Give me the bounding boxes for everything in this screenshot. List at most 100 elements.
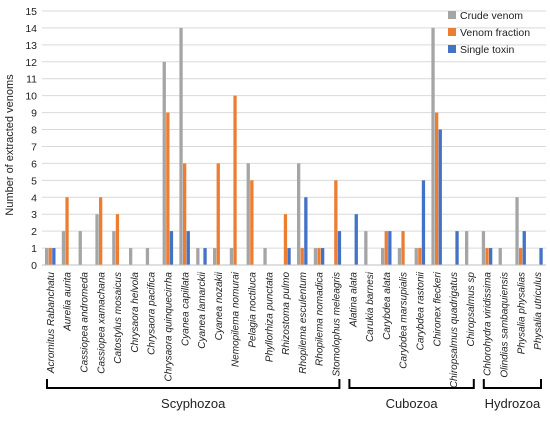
x-tick-label: Cyanea capillata — [180, 272, 191, 346]
x-tick-label: Phyllorhiza punctata — [264, 272, 275, 362]
x-tick-label: Carybdea alata — [382, 272, 393, 340]
y-tick-label: 7 — [31, 141, 37, 153]
x-tick-label: Cyanea lamarckii — [197, 271, 208, 348]
bar — [61, 231, 66, 265]
bar — [52, 248, 56, 265]
x-tick-label: Physalia physalias — [516, 272, 527, 354]
y-tick-label: 6 — [31, 158, 37, 170]
y-tick-label: 9 — [31, 108, 37, 120]
bar — [397, 248, 402, 265]
legend-label: Single toxin — [460, 44, 514, 56]
bar — [300, 248, 304, 265]
x-tick-label: Chiropsalmus quadrigatus — [449, 272, 460, 388]
bar — [283, 214, 288, 265]
bar — [179, 27, 183, 266]
bar — [435, 112, 439, 265]
x-tick-label: Stomolophus meleagris — [332, 272, 343, 377]
y-tick-label: 15 — [25, 6, 37, 18]
y-tick-label: 5 — [31, 175, 37, 187]
x-tick-label: Physalia utriculus — [533, 272, 544, 350]
bar — [229, 248, 234, 265]
x-tick-label: Carybdea rastonii — [416, 271, 427, 350]
bar — [186, 231, 190, 265]
bar — [421, 180, 426, 265]
bar — [414, 248, 418, 265]
bar — [354, 214, 358, 265]
y-tick-label: 4 — [31, 192, 37, 204]
x-tick-label: Cassiopea xamachana — [96, 272, 107, 374]
x-tick-label: Chiropsalmus sp — [466, 272, 477, 347]
bar — [95, 214, 99, 265]
bars — [45, 27, 543, 266]
bar — [313, 248, 318, 265]
x-tick-label: Olindias sambaquiensis — [500, 272, 511, 378]
legend-label: Crude venom — [460, 10, 523, 22]
bar — [45, 248, 49, 265]
x-tick-label: Chlorohydra viridissima — [483, 272, 494, 376]
y-tick-label: 8 — [31, 125, 37, 137]
bar — [99, 197, 103, 265]
y-tick-label: 1 — [31, 243, 37, 255]
y-tick-label: 3 — [31, 209, 37, 221]
bar — [78, 231, 82, 265]
bar — [522, 231, 526, 265]
bar — [431, 27, 435, 266]
group-bracket — [46, 379, 341, 389]
bar — [145, 248, 150, 265]
taxon-group-brackets: Scyphozoa Cubozoa Hydrozoa — [46, 379, 542, 411]
legend-swatch — [448, 45, 456, 53]
y-tick-label: 11 — [26, 74, 37, 86]
bar — [485, 248, 489, 265]
x-tick-label: Nemopilema nomurai — [231, 271, 242, 367]
bar — [166, 112, 170, 265]
x-tick-label: Chironex fleckeri — [432, 271, 443, 346]
bar — [162, 61, 166, 265]
x-tick-label: Chrysaora pacifica — [147, 272, 158, 355]
bar — [539, 248, 543, 265]
bar — [48, 248, 52, 265]
bar — [381, 248, 385, 265]
bar — [263, 248, 267, 265]
bar — [481, 231, 486, 265]
x-tick-label: Rhopilema esculentum — [298, 272, 309, 374]
gridlines — [42, 10, 546, 249]
x-tick-label: Aurelia aurita — [63, 272, 74, 332]
bar — [455, 231, 459, 265]
group-bracket — [482, 379, 542, 389]
bar — [287, 248, 291, 265]
legend: Crude venom Venom fraction Single toxin — [448, 10, 530, 56]
x-tick-label: Acromitus Rabanchatu — [46, 272, 57, 375]
x-tick-label: Carukia barnesi — [365, 271, 376, 342]
x-axis-tick-labels: Acromitus Rabanchatu Aurelia aurita Cassio… — [46, 271, 544, 388]
bar — [129, 248, 133, 265]
x-tick-label: Cassiopea andromeda — [80, 272, 91, 373]
bar — [321, 248, 325, 265]
x-tick-label: Chrysaora helvola — [130, 272, 141, 353]
bar — [304, 197, 308, 265]
bar — [183, 163, 187, 265]
y-tick-label: 2 — [31, 226, 37, 238]
x-tick-label: Rhizostoma pulmo — [281, 272, 292, 355]
bar — [388, 231, 392, 265]
y-tick-label: 12 — [25, 57, 37, 69]
bar — [169, 231, 174, 265]
bar — [438, 129, 442, 265]
y-axis-label: Number of extracted venoms — [4, 74, 16, 216]
y-tick-label: 0 — [31, 260, 37, 272]
group-bracket — [348, 379, 475, 389]
group-label: Cubozoa — [386, 396, 439, 411]
bar — [196, 248, 200, 265]
bar — [465, 231, 469, 265]
x-tick-label: Rhopilema nomadica — [315, 272, 326, 366]
x-tick-label: Alatina alata — [348, 272, 359, 328]
bar — [246, 163, 250, 265]
y-tick-label: 10 — [25, 91, 37, 103]
bar — [489, 248, 493, 265]
legend-swatch — [448, 28, 456, 36]
y-tick-label: 13 — [25, 40, 37, 52]
group-label: Hydrozoa — [485, 396, 541, 411]
bar — [401, 231, 405, 265]
bar — [384, 231, 388, 265]
bar — [216, 163, 220, 265]
